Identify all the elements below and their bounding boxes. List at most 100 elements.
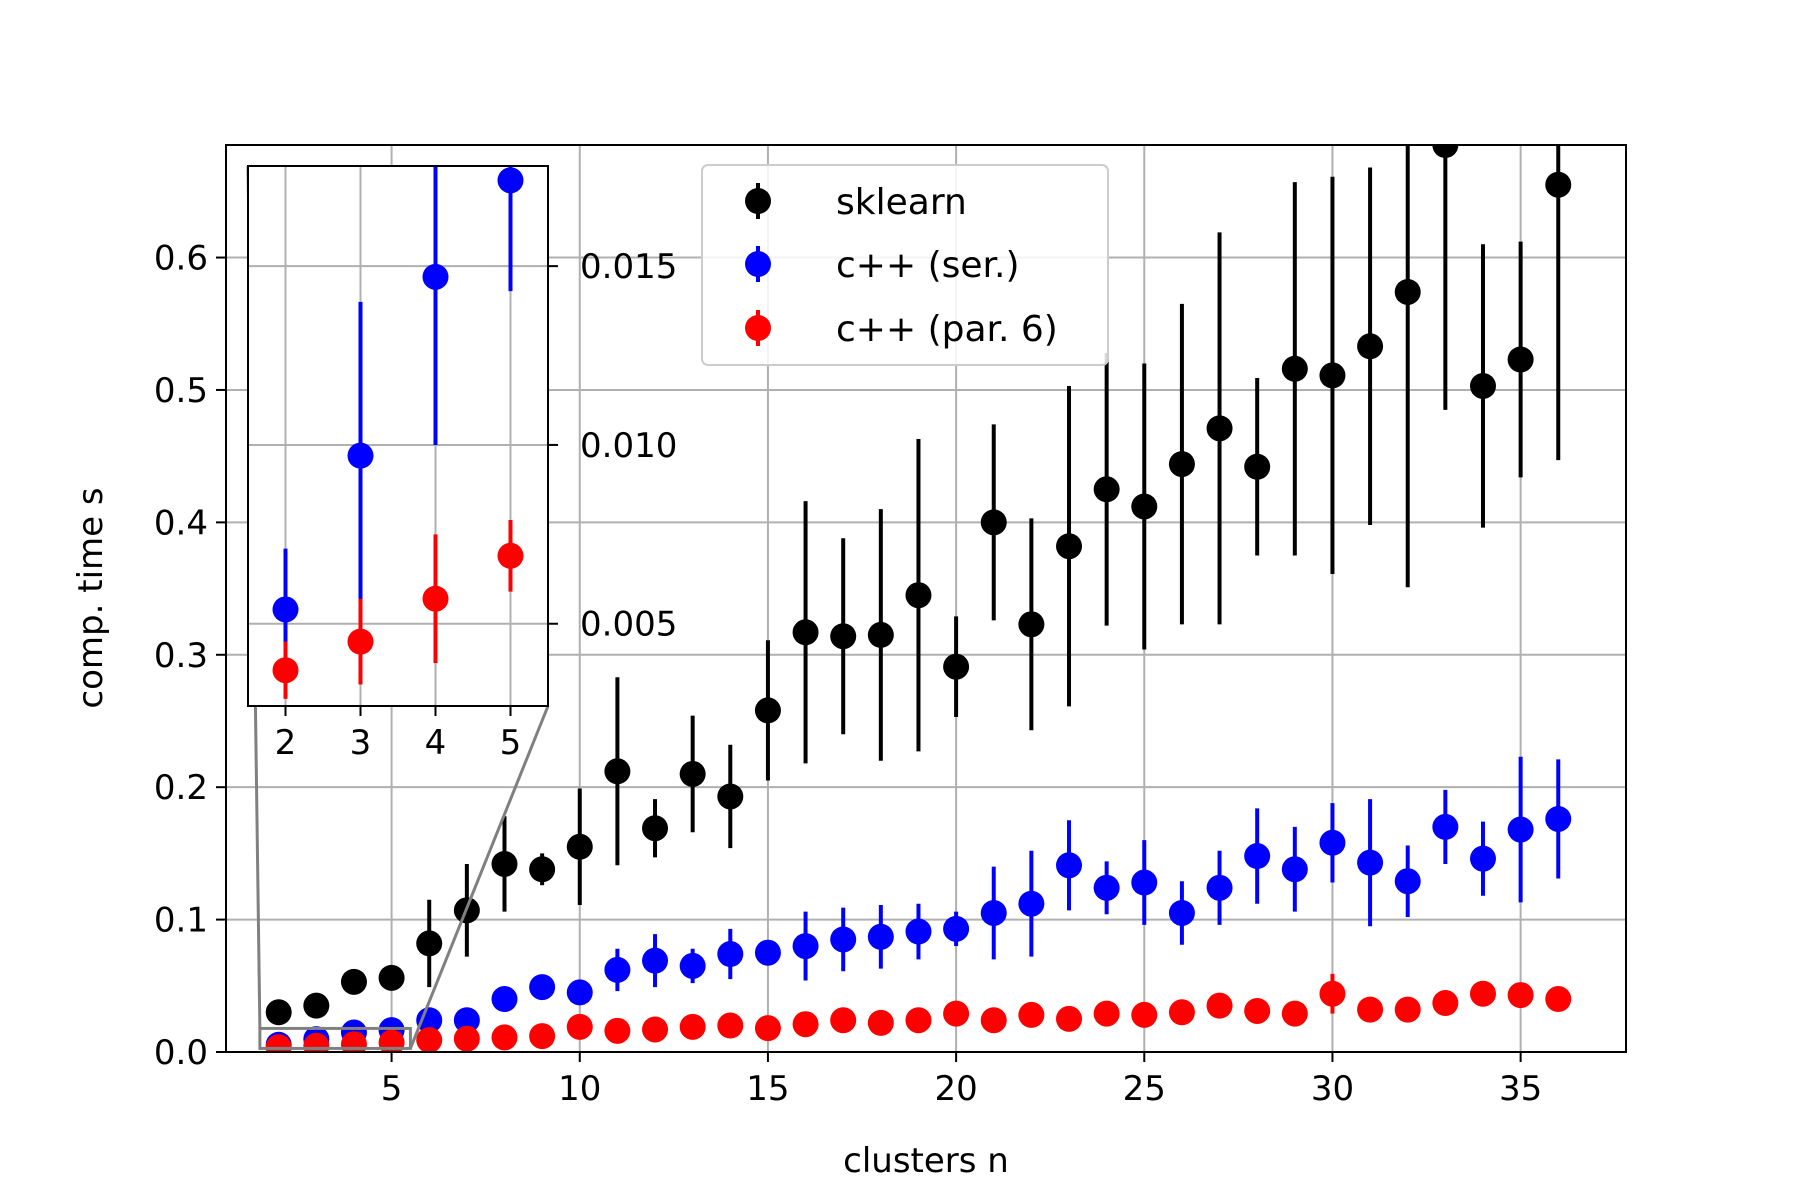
main-point-sklearn xyxy=(1281,355,1308,382)
main-point-sklearn xyxy=(642,815,669,842)
main-point-c-par-6 xyxy=(830,1007,857,1034)
main-y-tick-label: 0.0 xyxy=(154,1033,208,1073)
main-point-sklearn xyxy=(943,653,970,680)
main-point-c-par-6 xyxy=(754,1015,781,1042)
main-point-sklearn xyxy=(1018,611,1045,638)
main-point-c-ser xyxy=(867,923,894,950)
main-point-c-par-6 xyxy=(1056,1005,1083,1032)
main-point-c-par-6 xyxy=(340,1031,367,1052)
main-point-sklearn xyxy=(792,619,819,646)
main-y-tick-label: 0.6 xyxy=(154,239,208,279)
main-point-c-ser xyxy=(1432,813,1459,840)
x-axis-title: clusters n xyxy=(843,1141,1009,1181)
main-x-tick-label: 20 xyxy=(934,1069,977,1109)
main-point-c-ser xyxy=(905,918,932,945)
main-point-c-ser xyxy=(830,926,857,953)
main-point-c-par-6 xyxy=(1357,996,1384,1023)
legend-label-cpp-parallel: c++ (par. 6) xyxy=(836,309,1058,350)
main-x-tick-label: 10 xyxy=(558,1069,601,1109)
inset-point-c-ser xyxy=(497,167,524,194)
main-point-c-par-6 xyxy=(416,1027,443,1052)
main-point-c-par-6 xyxy=(717,1012,744,1039)
inset-point-c-ser xyxy=(272,596,299,623)
main-point-c-ser xyxy=(1131,869,1158,896)
main-point-c-ser xyxy=(491,986,518,1013)
main-point-c-par-6 xyxy=(1093,1000,1120,1027)
inset-x-tick-label: 3 xyxy=(350,723,372,763)
legend-item-cpp-parallel: c++ (par. 6) xyxy=(745,309,1058,350)
main-point-c-par-6 xyxy=(905,1007,932,1034)
main-point-c-ser xyxy=(1507,816,1534,843)
main-point-sklearn xyxy=(303,992,330,1019)
main-point-c-ser xyxy=(529,974,556,1001)
main-x-tick-label: 35 xyxy=(1499,1069,1542,1109)
main-point-c-par-6 xyxy=(679,1013,706,1040)
main-point-c-ser xyxy=(1281,856,1308,883)
main-point-sklearn xyxy=(1206,415,1233,442)
zoom-region-box xyxy=(258,1026,412,1050)
inset-axis-ticks: 2 3 4 5 0.005 0.010 0.015 xyxy=(275,247,678,763)
main-point-sklearn xyxy=(604,758,631,785)
main-point-sklearn xyxy=(1056,533,1083,560)
main-point-c-par-6 xyxy=(1131,1001,1158,1028)
main-y-tick-label: 0.4 xyxy=(154,503,208,543)
inset-x-tick-label: 5 xyxy=(500,723,522,763)
main-point-c-par-6 xyxy=(1394,996,1421,1023)
inset-x-tick-label: 4 xyxy=(425,723,447,763)
legend-marker-cpp-serial xyxy=(745,251,771,277)
main-point-c-par-6 xyxy=(378,1029,405,1052)
main-point-c-par-6 xyxy=(867,1009,894,1036)
inset-point-c-par-6 xyxy=(272,657,299,684)
main-point-c-ser xyxy=(1018,890,1045,917)
main-point-c-par-6 xyxy=(1244,997,1271,1024)
inset-y-tick-label: 0.010 xyxy=(580,426,677,466)
main-point-c-ser xyxy=(792,933,819,960)
main-point-c-ser xyxy=(1469,845,1496,872)
main-point-sklearn xyxy=(1093,476,1120,503)
main-point-sklearn xyxy=(1507,346,1534,373)
main-point-c-par-6 xyxy=(1281,1000,1308,1027)
main-point-c-ser xyxy=(1545,805,1572,832)
main-point-sklearn xyxy=(1131,493,1158,520)
main-point-c-par-6 xyxy=(943,1000,970,1027)
main-point-c-par-6 xyxy=(792,1011,819,1038)
inset-point-c-par-6 xyxy=(497,542,524,569)
main-x-tick-label: 30 xyxy=(1311,1069,1354,1109)
main-y-tick-label: 0.5 xyxy=(154,371,208,411)
legend-marker-sklearn xyxy=(745,188,771,214)
main-point-sklearn xyxy=(491,850,518,877)
main-point-c-par-6 xyxy=(1018,1001,1045,1028)
main-point-sklearn xyxy=(378,964,405,991)
main-point-c-par-6 xyxy=(453,1025,480,1052)
main-plot-marks xyxy=(265,145,1572,1052)
zoom-connector-right xyxy=(409,705,550,1049)
main-point-c-ser xyxy=(1093,874,1120,901)
main-point-sklearn xyxy=(1545,171,1572,198)
main-point-c-ser xyxy=(943,915,970,942)
main-point-c-ser xyxy=(679,952,706,979)
legend-marker-cpp-parallel xyxy=(745,315,771,341)
main-axis-ticks: 5 10 15 20 25 30 350.00.10.20.30.40.50.6 xyxy=(154,239,1542,1109)
legend-label-cpp-serial: c++ (ser.) xyxy=(836,245,1020,286)
main-point-c-ser xyxy=(1319,829,1346,856)
main-point-c-ser xyxy=(980,899,1007,926)
inset-y-tick-label: 0.005 xyxy=(580,605,677,645)
inset-point-c-par-6 xyxy=(347,628,374,655)
inset-plot-marks xyxy=(272,166,524,699)
legend-item-cpp-serial: c++ (ser.) xyxy=(745,245,1020,286)
main-point-c-par-6 xyxy=(642,1016,669,1043)
inset-point-c-par-6 xyxy=(422,585,449,612)
main-marks-clip-group xyxy=(265,145,1572,1052)
main-point-c-ser xyxy=(453,1007,480,1034)
main-point-c-par-6 xyxy=(980,1007,1007,1034)
legend-label-sklearn: sklearn xyxy=(836,182,967,223)
main-point-c-ser xyxy=(642,947,669,974)
main-point-c-par-6 xyxy=(529,1023,556,1050)
main-point-sklearn xyxy=(416,930,443,957)
main-point-sklearn xyxy=(1432,145,1459,158)
main-point-sklearn xyxy=(679,760,706,787)
main-point-c-par-6 xyxy=(566,1013,593,1040)
main-y-tick-label: 0.1 xyxy=(154,901,208,941)
inset-marks-clip-group xyxy=(272,166,524,699)
